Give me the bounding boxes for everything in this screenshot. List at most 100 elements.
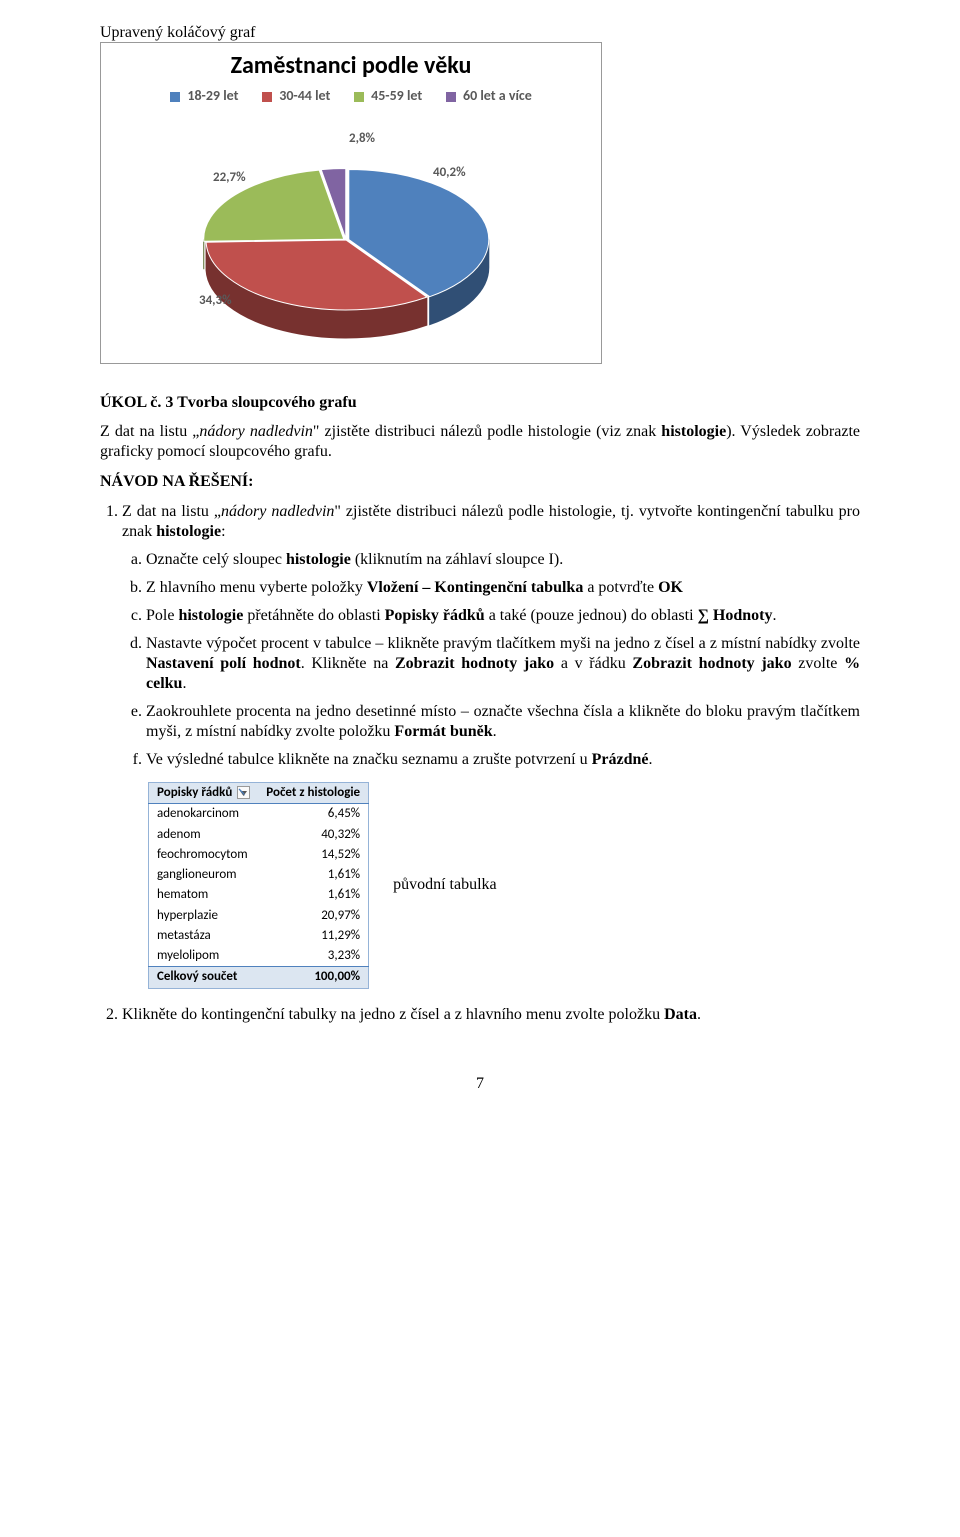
table-cell-label: ganglioneurom — [149, 865, 259, 885]
sc-t3: a také (pouze jednou) do oblasti — [485, 607, 698, 624]
pivot-header-row: Popisky řádků Počet z histologie — [149, 783, 369, 804]
table-total-row: Celkový součet100,00% — [149, 967, 369, 988]
table-total-label: Celkový součet — [149, 967, 259, 988]
pie-label-2: 22,7% — [213, 170, 246, 185]
table-row: hyperplazie20,97% — [149, 906, 369, 926]
legend-label-1: 30-44 let — [279, 87, 330, 104]
sc-t4: . — [773, 607, 777, 624]
sd-t3: a v řádku — [554, 655, 632, 672]
sc-b3: ∑ Hodnoty — [698, 607, 773, 624]
se-t1: Zaokrouhlete procenta na jedno desetinné… — [146, 703, 860, 740]
task-heading: ÚKOL č. 3 Tvorba sloupcového grafu — [100, 394, 860, 412]
table-cell-value: 14,52% — [258, 845, 368, 865]
substep-b: Z hlavního menu vyberte položky Vložení … — [146, 578, 860, 598]
table-cell-label: hyperplazie — [149, 906, 259, 926]
sf-b1: Prázdné — [592, 751, 649, 768]
table-cell-label: adenokarcinom — [149, 804, 259, 825]
pivot-col-0[interactable]: Popisky řádků — [149, 783, 259, 804]
sb-t1: Z hlavního menu vyberte položky — [146, 579, 367, 596]
sc-b1: histologie — [178, 607, 243, 624]
substep-d: Nastavte výpočet procent v tabulce – kli… — [146, 634, 860, 694]
table-row: ganglioneurom1,61% — [149, 865, 369, 885]
sc-t2: přetáhněte do oblasti — [243, 607, 384, 624]
page-number: 7 — [100, 1075, 860, 1093]
substeps-list: Označte celý sloupec histologie (kliknut… — [122, 550, 860, 770]
legend-label-3: 60 let a více — [463, 87, 532, 104]
legend-swatch-3 — [446, 92, 456, 102]
sd-b3: Zobrazit hodnoty jako — [632, 655, 791, 672]
table-row: myelolipom3,23% — [149, 946, 369, 967]
substep-c: Pole histologie přetáhněte do oblasti Po… — [146, 606, 860, 626]
se-t2: . — [493, 723, 497, 740]
table-cell-label: hematom — [149, 885, 259, 905]
sb-b2: OK — [658, 579, 683, 596]
step1-italic: nádory nadledvin — [221, 503, 334, 520]
sd-t2: . Klikněte na — [301, 655, 395, 672]
legend-item-2: 45-59 let — [354, 87, 422, 104]
legend-swatch-1 — [262, 92, 272, 102]
pie-label-3: 2,8% — [349, 131, 375, 146]
legend-label-2: 45-59 let — [371, 87, 422, 104]
step-1: Z dat na listu „nádory nadledvin" zjistě… — [122, 502, 860, 989]
navod-heading: NÁVOD NA ŘEŠENÍ: — [100, 472, 860, 492]
table-cell-value: 3,23% — [258, 946, 368, 967]
chart-legend: 18-29 let 30-44 let 45-59 let 60 let a v… — [111, 86, 591, 105]
pie-svg — [111, 115, 571, 345]
pivot-table: Popisky řádků Počet z histologie — [148, 782, 369, 989]
sc-t1: Pole — [146, 607, 178, 624]
dropdown-icon[interactable] — [237, 786, 250, 799]
task-p-text-a: Z dat na listu „ — [100, 423, 199, 440]
pivot-col-1: Počet z histologie — [258, 783, 368, 804]
pivot-col-0-label: Popisky řádků — [157, 785, 232, 800]
table-cell-label: metastáza — [149, 926, 259, 946]
sc-b2: Popisky řádků — [385, 607, 485, 624]
pie-label-0: 40,2% — [433, 165, 466, 180]
table-cell-value: 1,61% — [258, 865, 368, 885]
pie-label-1: 34,3% — [199, 293, 232, 308]
chart-title: Zaměstnanci podle věku — [111, 51, 591, 80]
sa-t2: (kliknutím na záhlaví sloupce I). — [351, 551, 563, 568]
pie-chart-container: Zaměstnanci podle věku 18-29 let 30-44 l… — [100, 42, 602, 364]
table-cell-value: 1,61% — [258, 885, 368, 905]
task-title-rest: Tvorba sloupcového grafu — [177, 394, 357, 411]
table-cell-label: adenom — [149, 825, 259, 845]
step-2: Klikněte do kontingenční tabulky na jedn… — [122, 1005, 860, 1025]
table-cell-value: 11,29% — [258, 926, 368, 946]
table-row: adenokarcinom6,45% — [149, 804, 369, 825]
table-cell-value: 6,45% — [258, 804, 368, 825]
sb-b1: Vložení – Kontingenční tabulka — [367, 579, 583, 596]
step1-bold: histologie — [156, 523, 221, 540]
sd-t4: zvolte — [792, 655, 844, 672]
main-steps-list: Z dat na listu „nádory nadledvin" zjistě… — [100, 502, 860, 1025]
table-row: feochromocytom14,52% — [149, 845, 369, 865]
sd-b1: Nastavení polí hodnot — [146, 655, 301, 672]
table-row: metastáza11,29% — [149, 926, 369, 946]
task-p-bold: histologie — [661, 423, 726, 440]
pie-chart-plot: 40,2% 34,3% 22,7% 2,8% — [111, 115, 571, 345]
legend-item-0: 18-29 let — [170, 87, 238, 104]
task-p-text-b: " zjistěte distribuci nálezů podle histo… — [313, 423, 661, 440]
substep-f: Ve výsledné tabulce klikněte na značku s… — [146, 750, 860, 770]
sd-t1: Nastavte výpočet procent v tabulce – kli… — [146, 635, 860, 652]
table-cell-value: 40,32% — [258, 825, 368, 845]
legend-swatch-2 — [354, 92, 364, 102]
task-paragraph: Z dat na listu „nádory nadledvin" zjistě… — [100, 422, 860, 462]
sd-t5: . — [182, 675, 186, 692]
table-cell-label: feochromocytom — [149, 845, 259, 865]
step1-text-c: : — [221, 523, 225, 540]
pivot-caption: původní tabulka — [393, 875, 497, 895]
table-cell-value: 20,97% — [258, 906, 368, 926]
table-total-value: 100,00% — [258, 967, 368, 988]
substep-a: Označte celý sloupec histologie (kliknut… — [146, 550, 860, 570]
pivot-table-block: Popisky řádků Počet z histologie — [148, 782, 860, 989]
substep-e: Zaokrouhlete procenta na jedno desetinné… — [146, 702, 860, 742]
legend-item-1: 30-44 let — [262, 87, 330, 104]
s2-b1: Data — [664, 1006, 697, 1023]
sb-t2: a potvrďte — [583, 579, 658, 596]
table-row: adenom40,32% — [149, 825, 369, 845]
sf-t2: . — [648, 751, 652, 768]
legend-swatch-0 — [170, 92, 180, 102]
se-b1: Formát buněk — [394, 723, 492, 740]
sa-b1: histologie — [286, 551, 351, 568]
step1-text-a: Z dat na listu „ — [122, 503, 221, 520]
